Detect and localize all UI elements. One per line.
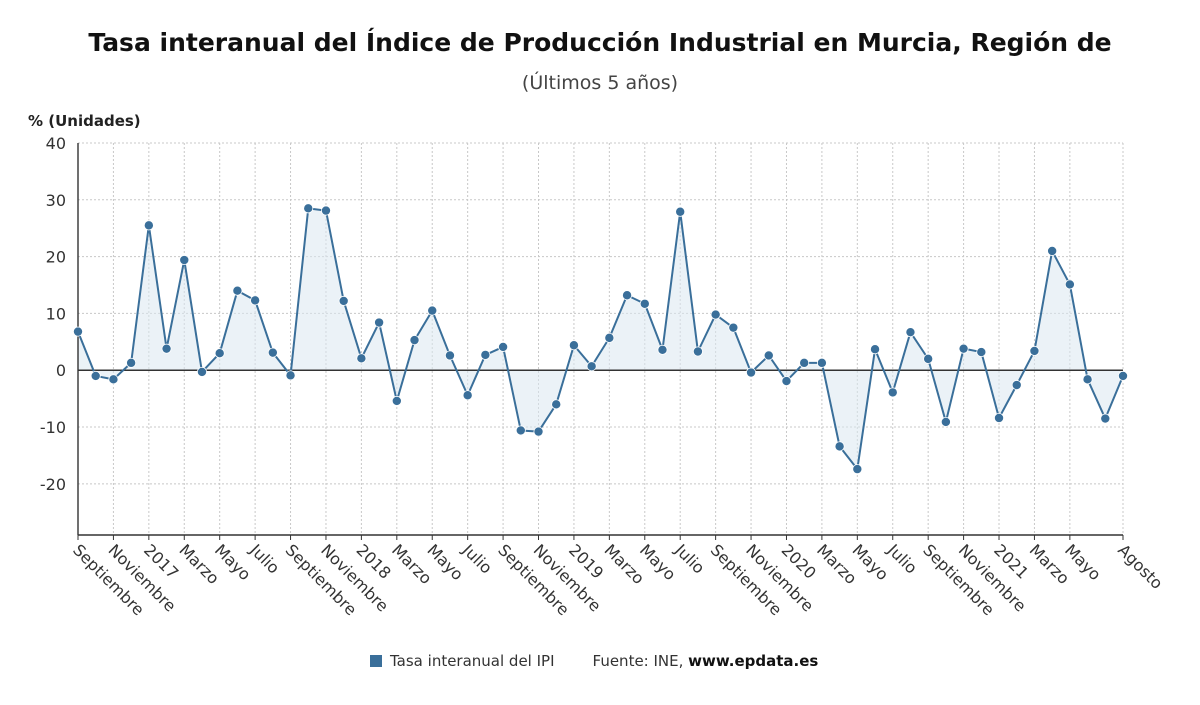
data-point (356, 353, 367, 364)
data-point (179, 255, 190, 266)
data-point (1047, 245, 1058, 256)
data-point (1064, 279, 1075, 290)
data-point (338, 295, 349, 306)
legend-label: Tasa interanual del IPI (390, 652, 555, 670)
data-point (462, 390, 473, 401)
data-point (940, 416, 951, 427)
data-point (427, 305, 438, 316)
data-point (285, 370, 296, 381)
data-point (409, 335, 420, 346)
source-text: Fuente: INE, www.epdata.es (593, 652, 819, 670)
data-point (923, 353, 934, 364)
data-point (870, 344, 881, 355)
data-point (604, 332, 615, 343)
data-point (994, 412, 1005, 423)
source-link[interactable]: www.epdata.es (688, 652, 819, 670)
data-point (480, 349, 491, 360)
chart-title: Tasa interanual del Índice de Producción… (88, 28, 1112, 57)
y-tick-label: 40 (46, 134, 66, 153)
y-axis-label: % (Unidades) (28, 112, 141, 130)
y-tick-label: -20 (40, 475, 66, 494)
data-point (126, 357, 137, 368)
data-point (887, 387, 898, 398)
data-point (976, 347, 987, 358)
y-tick-label: -10 (40, 418, 66, 437)
data-point (816, 357, 827, 368)
data-point (639, 298, 650, 309)
x-tick-labels: SeptiembreNoviembre2017MarzoMayoJulioSep… (69, 540, 1167, 620)
data-point (250, 295, 261, 306)
data-point (374, 317, 385, 328)
data-point (958, 343, 969, 354)
data-point (232, 285, 243, 296)
data-point (834, 441, 845, 452)
data-point (586, 361, 597, 372)
data-point (391, 395, 402, 406)
area-fill (78, 208, 1123, 470)
data-point (746, 367, 757, 378)
data-point (533, 426, 544, 437)
data-point (852, 464, 863, 475)
data-point (267, 347, 278, 358)
data-point (161, 343, 172, 354)
x-tick-label: Agosto (1114, 540, 1167, 593)
data-point (1082, 374, 1093, 385)
data-point (905, 327, 916, 338)
data-point (657, 344, 668, 355)
data-point (214, 348, 225, 359)
data-point (1011, 380, 1022, 391)
source-prefix: Fuente: INE, (592, 652, 684, 670)
data-point (90, 370, 101, 381)
y-tick-label: 20 (46, 248, 66, 267)
data-point (799, 357, 810, 368)
data-point (143, 220, 154, 231)
data-point (622, 290, 633, 301)
y-tick-label: 10 (46, 304, 66, 323)
legend: Tasa interanual del IPI Fuente: INE, www… (370, 652, 818, 670)
data-point (196, 366, 207, 377)
y-tick-label: 0 (56, 361, 66, 380)
data-point (320, 205, 331, 216)
axes (77, 143, 1124, 540)
y-tick-label: 30 (46, 191, 66, 210)
data-point (108, 374, 119, 385)
data-point (303, 203, 314, 214)
data-point (1100, 413, 1111, 424)
data-point (781, 376, 792, 387)
y-tick-labels: 40 30 20 10 0 -10 -20 (40, 134, 66, 494)
data-point (728, 322, 739, 333)
data-point (551, 399, 562, 410)
data-point (692, 346, 703, 357)
data-point (1118, 370, 1129, 381)
data-point (73, 326, 84, 337)
data-point (498, 341, 509, 352)
data-point (763, 350, 774, 361)
data-point (675, 206, 686, 217)
data-point (444, 350, 455, 361)
data-points (73, 203, 1129, 475)
data-point (515, 425, 526, 436)
legend-swatch (370, 655, 382, 667)
data-point (710, 309, 721, 320)
chart-subtitle: (Últimos 5 años) (521, 72, 679, 94)
data-point (1029, 345, 1040, 356)
data-point (568, 340, 579, 351)
area-path (78, 208, 1123, 470)
